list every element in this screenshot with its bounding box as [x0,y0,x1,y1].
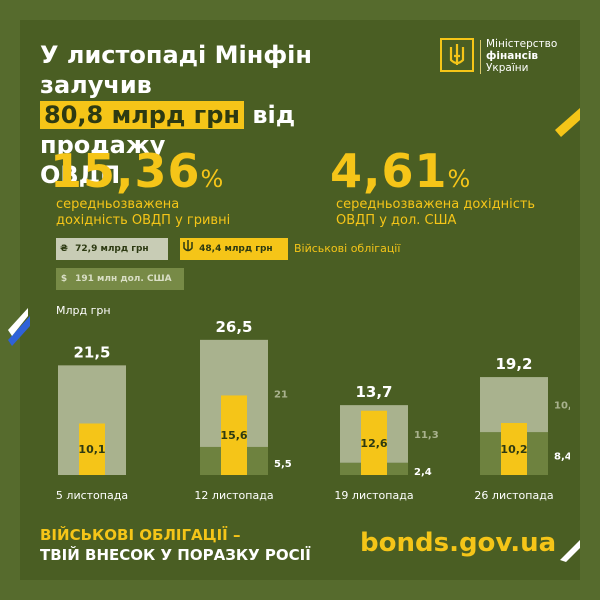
legend-uah: ₴ 72,9 млрд грн [56,238,168,260]
bar-military [361,410,387,475]
stat-uah-unit: % [200,165,224,193]
label-usd: 5,5 [274,459,292,470]
category-label: 12 листопада [194,489,273,502]
legend-uah-label: 72,9 млрд грн [75,244,149,254]
trident-icon [180,238,196,260]
trident-logo-icon [440,38,474,72]
title-line-2: від продажу [40,101,296,159]
logo-line-2: фінансів [486,50,539,62]
stat-uah-value-block: 15,36% [50,148,223,202]
bar-military [501,422,527,475]
dollar-icon: $ [60,274,68,284]
logo-line-1: Міністерство [486,38,558,50]
blue-stripe-left [8,316,30,346]
label-usd: 8,4 [554,452,570,463]
legend-military-label: 48,4 млрд грн [199,244,273,254]
stat-uah-desc-line-1: середньозважена [56,197,180,212]
category-label: 26 листопада [474,489,553,502]
stat-uah-value: 15,36 [50,144,201,198]
label-military: 10,2 [500,443,527,456]
title-highlight: 80,8 млрд грн [40,101,244,129]
hryvnia-icon: ₴ [60,244,68,254]
label-uah: 11,3 [414,430,439,441]
stat-usd-unit: % [447,165,471,193]
label-total: 13,7 [355,383,392,401]
category-label: 5 листопада [56,489,128,502]
label-uah: 10,8 [554,401,570,412]
category-label: 19 листопада [334,489,413,502]
logo-separator [480,40,481,74]
legend-usd-label: 191 млн дол. США [75,274,172,284]
legend-military: 48,4 млрд грн [180,238,288,260]
page-title: У листопаді Мінфін залучив 80,8 млрд грн… [40,40,420,190]
stat-usd-value: 4,61 [330,144,448,198]
white-stripe-right [560,540,580,562]
bar-military [79,423,105,475]
stat-usd-desc-line-1: середньозважена дохідність [336,197,536,212]
label-military: 15,6 [220,429,247,442]
white-stripe-left [8,308,28,336]
title-line-3: ОВДП [40,161,121,189]
bar-chart: Млрд грн 10,1 21,5 5 листопада 15,6 26,5 21 5,… [56,304,570,502]
slogan-line-1: ВІЙСЬКОВІ ОБЛІГАЦІЇ – [40,526,241,544]
ministry-logo: Міністерство фінансів України [440,38,580,78]
stat-uah-description: середньозважена дохідність ОВДП у гривні [56,197,230,229]
yellow-stripe-right [555,108,580,137]
footer-slogan: ВІЙСЬКОВІ ОБЛІГАЦІЇ – ТВІЙ ВНЕСОК У ПОРА… [40,525,311,565]
y-axis-label: Млрд грн [56,304,111,317]
logo-text: Міністерство фінансів України [486,38,557,74]
label-uah: 21 [274,389,288,400]
label-usd: 2,4 [414,467,432,478]
legend-usd: $ 191 млн дол. США [56,268,184,290]
stat-uah-desc-line-2: дохідність ОВДП у гривні [56,213,231,228]
label-total: 26,5 [215,318,252,336]
stat-usd-value-block: 4,61% [330,148,470,202]
legend-military-text: Військові облігації [294,242,401,255]
title-line-1: У листопаді Мінфін залучив [40,41,312,99]
bar-military [221,395,247,475]
label-total: 19,2 [495,355,532,373]
label-total: 21,5 [73,343,110,361]
stat-usd-description: середньозважена дохідність ОВДП у дол. С… [336,197,535,229]
label-military: 10,1 [78,443,105,456]
stat-usd-desc-line-2: ОВДП у дол. США [336,213,457,228]
logo-line-3: України [486,62,529,74]
label-military: 12,6 [360,437,387,450]
footer-url[interactable]: bonds.gov.ua [360,528,557,558]
slogan-line-2: ТВІЙ ВНЕСОК У ПОРАЗКУ РОСІЇ [40,546,311,564]
